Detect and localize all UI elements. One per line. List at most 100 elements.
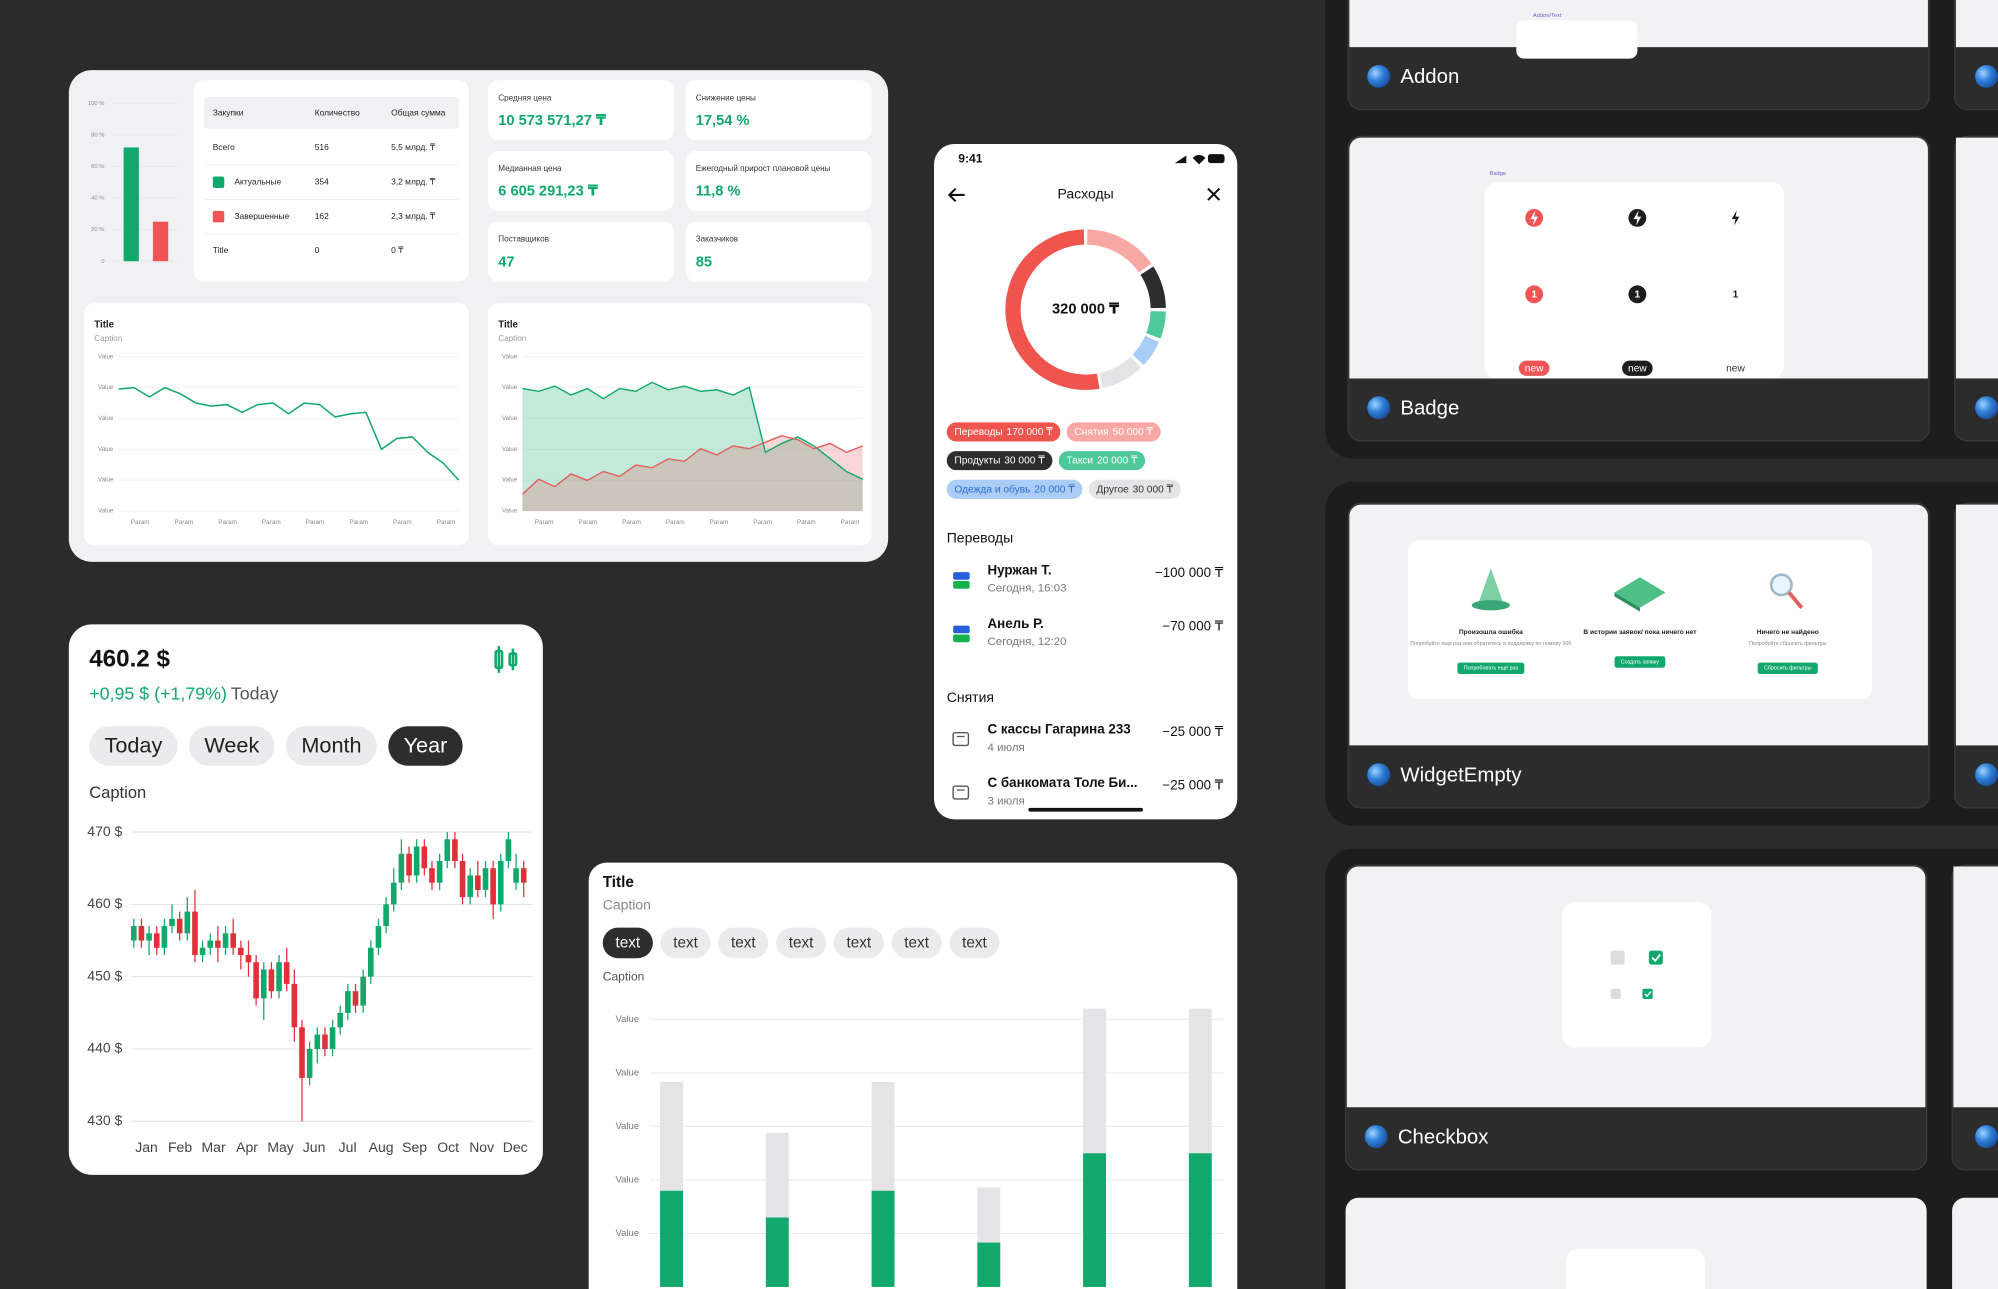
- filter-chip-bg[interactable]: [718, 927, 769, 959]
- period-button[interactable]: Week: [189, 726, 275, 766]
- legend-chip-bg[interactable]: [946, 422, 1061, 442]
- checkbox[interactable]: [1642, 988, 1653, 999]
- legend-chip-bg[interactable]: [946, 451, 1053, 471]
- filter-chip-label[interactable]: text: [731, 935, 756, 952]
- candle-body: [314, 1034, 321, 1050]
- table-cell: 0: [315, 245, 320, 255]
- legend-chip-bg[interactable]: [1088, 479, 1181, 499]
- legend-name: Другое: [1096, 484, 1129, 495]
- preview-text: Addon/Text: [1533, 13, 1562, 19]
- component-label[interactable]: Badge: [1400, 397, 1459, 419]
- table-cell: 3,2 млрд. ₸: [391, 176, 436, 186]
- transaction-time: Сегодня, 16:03: [988, 583, 1067, 595]
- legend-chip-text[interactable]: Снятия 50 000 ₸: [1074, 427, 1153, 438]
- legend-chip-text[interactable]: Переводы 170 000 ₸: [954, 427, 1053, 438]
- period-label[interactable]: Year: [404, 732, 448, 757]
- legend-value: 170 000 ₸: [1007, 427, 1054, 438]
- legend-chip-bg[interactable]: [946, 479, 1083, 499]
- legend-chip-text[interactable]: Такси 20 000 ₸: [1066, 455, 1138, 466]
- period-button-bg[interactable]: [89, 726, 178, 766]
- filter-chip-bg[interactable]: [949, 927, 1000, 959]
- legend-chip[interactable]: Другое 30 000 ₸: [1088, 479, 1181, 499]
- legend-chip[interactable]: Продукты 30 000 ₸: [946, 451, 1053, 471]
- donut-segment: [1005, 229, 1100, 390]
- filter-chip-label[interactable]: text: [789, 935, 814, 952]
- checkbox[interactable]: [1610, 950, 1625, 965]
- empty-button-bg[interactable]: [1614, 656, 1666, 668]
- filter-chip[interactable]: text: [660, 927, 711, 959]
- empty-button-label[interactable]: Создать заявку: [1621, 659, 1659, 665]
- y-tick-label: Value: [502, 384, 518, 391]
- candle-body: [299, 1027, 305, 1078]
- legend-chip-text[interactable]: Одежда и обувь 20 000 ₸: [954, 483, 1075, 495]
- filter-chip-bg[interactable]: [776, 927, 827, 959]
- empty-button-label[interactable]: Попробовать ещё раз: [1464, 666, 1519, 672]
- empty-button[interactable]: Создать заявку: [1614, 656, 1666, 668]
- chart-type-icon[interactable]: [494, 646, 518, 673]
- empty-button-label[interactable]: Сбросить фильтры: [1764, 666, 1812, 672]
- candle-body: [467, 875, 474, 898]
- empty-icon: [1478, 568, 1504, 604]
- period-label[interactable]: Week: [204, 732, 259, 757]
- legend-chip[interactable]: Такси 20 000 ₸: [1058, 451, 1146, 471]
- y-tick-label: 40 %: [91, 196, 104, 202]
- legend-chip-bg[interactable]: [1058, 451, 1146, 471]
- transaction-amount: −70 000 ₸: [1162, 618, 1223, 633]
- period-button[interactable]: Today: [89, 726, 178, 766]
- period-label[interactable]: Month: [301, 732, 361, 757]
- period-button[interactable]: Year: [388, 726, 463, 766]
- filter-chip-bg[interactable]: [891, 927, 942, 959]
- donut-segment: [1099, 356, 1142, 388]
- filter-chip-bg[interactable]: [602, 927, 653, 959]
- filter-chip-label[interactable]: text: [847, 935, 872, 952]
- legend-chip-bg[interactable]: [1066, 422, 1161, 442]
- filter-chip[interactable]: text: [891, 927, 942, 959]
- table-cell: 162: [315, 211, 329, 221]
- empty-button-bg[interactable]: [1457, 662, 1525, 675]
- filter-chip[interactable]: text: [949, 927, 1000, 959]
- back-button[interactable]: [947, 187, 965, 203]
- filter-chip-label[interactable]: text: [962, 935, 987, 952]
- checkbox[interactable]: [1648, 950, 1663, 965]
- stat-label: Средняя цена: [498, 93, 552, 102]
- y-tick-label: Value: [502, 508, 518, 515]
- x-tick-label: Param: [841, 519, 860, 526]
- component-label[interactable]: WidgetEmpty: [1400, 764, 1522, 786]
- filter-chip-bg[interactable]: [833, 927, 884, 959]
- close-button[interactable]: [1207, 187, 1221, 201]
- filter-chip-label[interactable]: text: [673, 935, 698, 952]
- candle-body: [153, 933, 160, 948]
- period-label[interactable]: Today: [104, 732, 162, 757]
- component-label[interactable]: Addon: [1400, 66, 1459, 88]
- candle-body: [360, 976, 366, 1006]
- period-button[interactable]: Month: [286, 726, 377, 766]
- empty-button-bg[interactable]: [1757, 662, 1818, 675]
- bar-segment: [1188, 1008, 1212, 1154]
- bank-icon: [953, 625, 970, 634]
- period-button-bg[interactable]: [286, 726, 377, 766]
- checkbox[interactable]: [1610, 988, 1621, 999]
- filter-chip[interactable]: text: [776, 927, 827, 959]
- period-button-bg[interactable]: [388, 726, 463, 766]
- filter-chip-label[interactable]: text: [615, 935, 640, 952]
- filter-chip[interactable]: text: [833, 927, 884, 959]
- component-label[interactable]: Checkbox: [1398, 1126, 1489, 1148]
- donut-segment: [1140, 266, 1166, 309]
- empty-button[interactable]: Попробовать ещё раз: [1457, 662, 1525, 675]
- legend-chip[interactable]: Переводы 170 000 ₸: [946, 422, 1061, 442]
- empty-button[interactable]: Сбросить фильтры: [1757, 662, 1818, 675]
- legend-chip[interactable]: Снятия 50 000 ₸: [1066, 422, 1161, 442]
- legend-chip[interactable]: Одежда и обувь 20 000 ₸: [946, 479, 1083, 499]
- period-button-bg[interactable]: [189, 726, 275, 766]
- bar-segment: [1083, 1008, 1107, 1154]
- legend-name: Продукты: [954, 455, 1000, 466]
- filter-chip-label[interactable]: text: [904, 935, 929, 952]
- filter-chip[interactable]: text: [718, 927, 769, 959]
- x-tick-label: Feb: [168, 1139, 192, 1155]
- filter-chip-bg[interactable]: [660, 927, 711, 959]
- filter-chip[interactable]: text: [602, 927, 653, 959]
- component-card: [1344, 864, 1928, 1171]
- legend-chip-text[interactable]: Продукты 30 000 ₸: [954, 455, 1045, 466]
- legend-chip-text[interactable]: Другое 30 000 ₸: [1096, 484, 1173, 495]
